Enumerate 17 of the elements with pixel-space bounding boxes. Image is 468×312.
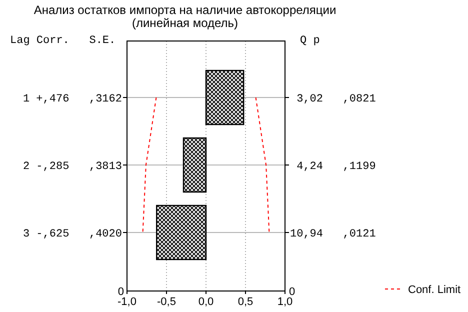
text: Q p — [300, 35, 320, 47]
text: 4,24 ,1199 — [290, 161, 376, 173]
y-tick-label: 3 -,625 ,4020 — [22, 228, 122, 240]
text: 3,02 ,0821 — [290, 94, 376, 106]
chart-title: Анализ остатков импорта на наличие автокорреляции (линейная модель) — [34, 3, 336, 30]
text: 0 — [289, 286, 296, 298]
x-tick-label: 0,0 — [198, 296, 214, 308]
legend-label: Conf. Limit — [408, 284, 461, 296]
y-tick-label: 2 -,285 ,3813 — [22, 161, 122, 173]
x-tick-label: 0,5 — [238, 296, 254, 308]
x-tick-label: -0,5 — [157, 296, 176, 308]
y-tick-label: 1 +,476 ,3162 — [22, 94, 122, 106]
x-tick-label: 1,0 — [277, 296, 293, 308]
x-tick-label: -1,0 — [118, 296, 136, 308]
text: 10,94 ,0121 — [290, 228, 376, 240]
text: 0 — [118, 286, 124, 298]
text: Lag Corr. S.E. — [10, 35, 116, 47]
